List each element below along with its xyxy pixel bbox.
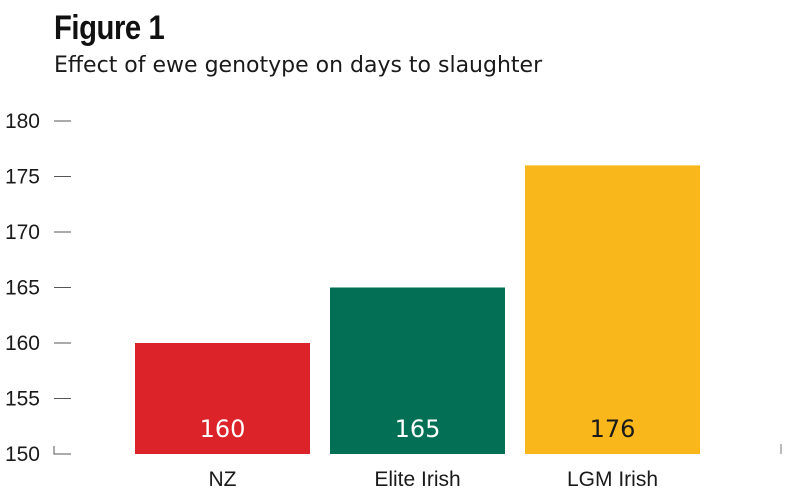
bar-value-label: 165 (395, 415, 441, 443)
y-tick-label: 175 (5, 166, 40, 189)
bar-2 (525, 165, 700, 454)
y-tick-label: 170 (5, 221, 40, 244)
bar-value-label: 160 (200, 415, 246, 443)
y-tick-label: 150 (5, 443, 40, 466)
y-tick-label: 155 (5, 388, 40, 411)
x-category-label: NZ (209, 468, 237, 491)
y-tick-mark (53, 446, 71, 455)
y-tick-label: 160 (5, 332, 40, 355)
x-category-label: LGM Irish (567, 468, 658, 491)
bar-1 (330, 287, 505, 454)
chart-title: Figure 1 (54, 9, 165, 47)
y-tick-label: 165 (5, 277, 40, 300)
chart-subtitle: Effect of ewe genotype on days to slaugh… (54, 53, 543, 78)
x-category-label: Elite Irish (374, 468, 460, 491)
bar-value-label: 176 (590, 415, 636, 443)
y-tick-label: 180 (5, 110, 40, 133)
bar-0 (135, 343, 310, 454)
